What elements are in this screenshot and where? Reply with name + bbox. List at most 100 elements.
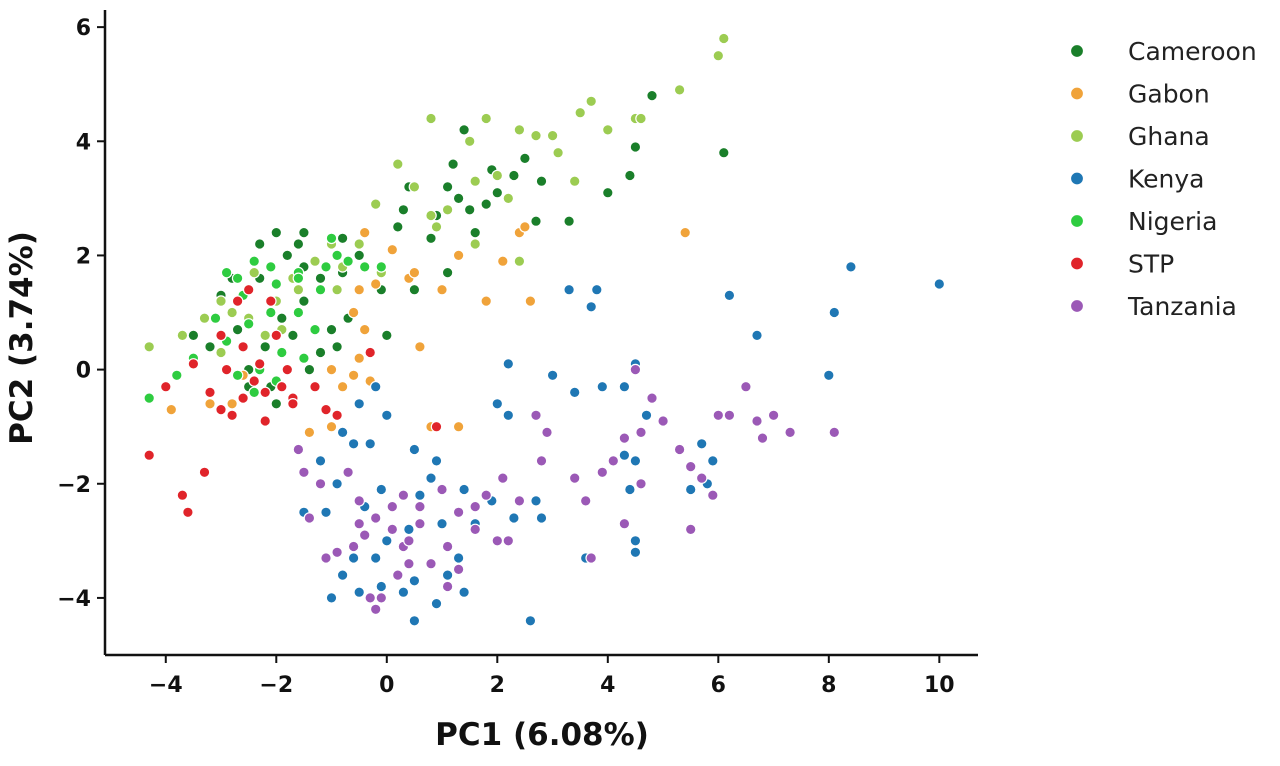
point-cameroon-5	[314, 272, 327, 285]
point-kenya-33	[502, 358, 515, 370]
legend-marker-gabon	[1069, 86, 1085, 101]
point-tanzania-2	[314, 477, 327, 490]
legend-label-stp: STP	[1128, 250, 1174, 279]
legend-marker-kenya	[1069, 171, 1085, 186]
point-kenya-59	[535, 512, 548, 524]
x-tick-label: −2	[259, 673, 293, 698]
point-ghana-39	[259, 329, 271, 342]
point-kenya-39	[640, 409, 653, 422]
point-kenya-45	[695, 437, 708, 450]
point-tanzania-44	[756, 432, 769, 444]
point-cameroon-33	[469, 226, 481, 239]
point-tanzania-29	[596, 466, 609, 479]
point-cameroon-30	[458, 124, 470, 136]
point-kenya-7	[331, 477, 343, 490]
point-ghana-0	[143, 340, 155, 353]
point-nigeria-0	[143, 392, 155, 404]
point-stp-1	[176, 489, 189, 501]
point-cameroon-35	[491, 186, 504, 199]
point-kenya-15	[347, 552, 360, 564]
point-kenya-41	[629, 455, 642, 467]
point-cameroon-27	[397, 204, 410, 216]
point-tanzania-40	[740, 380, 752, 393]
point-kenya-44	[629, 546, 642, 559]
point-gabon-23	[408, 266, 421, 279]
point-gabon-14	[679, 226, 691, 239]
point-kenya-58	[524, 614, 537, 627]
point-gabon-24	[436, 283, 448, 296]
point-nigeria-4	[220, 266, 233, 279]
point-kenya-20	[397, 586, 410, 598]
point-stp-15	[242, 283, 255, 296]
point-stp-27	[270, 329, 283, 342]
point-cameroon-45	[717, 146, 730, 159]
point-nigeria-24	[248, 386, 260, 399]
point-tanzania-23	[513, 495, 526, 507]
legend-marker-ghana	[1069, 128, 1085, 144]
point-tanzania-31	[618, 432, 631, 444]
point-nigeria-12	[342, 255, 354, 267]
legend-marker-stp	[1069, 256, 1085, 271]
point-cameroon-21	[204, 340, 216, 353]
point-cameroon-46	[425, 232, 437, 245]
point-gabon-10	[480, 295, 492, 307]
point-tanzania-54	[452, 563, 465, 576]
point-cameroon-0	[270, 226, 283, 239]
point-gabon-27	[452, 420, 465, 433]
y-tick-label: −4	[57, 587, 91, 612]
x-tick-label: 10	[924, 673, 955, 698]
point-cameroon-43	[629, 141, 642, 153]
point-ghana-20	[480, 112, 492, 125]
x-tick-label: 2	[490, 673, 505, 698]
y-axis-label: PC2 (3.74%)	[4, 231, 40, 445]
point-stp-10	[248, 375, 260, 387]
point-tanzania-30	[607, 455, 620, 467]
y-tick-label: 6	[76, 16, 91, 41]
point-tanzania-50	[585, 552, 597, 564]
point-cameroon-12	[287, 329, 299, 342]
point-cameroon-36	[508, 169, 520, 182]
point-tanzania-55	[441, 580, 454, 593]
point-tanzania-60	[353, 517, 365, 530]
point-kenya-52	[723, 289, 736, 302]
legend-marker-tanzania	[1069, 298, 1085, 314]
point-cameroon-13	[325, 323, 338, 336]
point-ghana-18	[441, 204, 454, 216]
point-stp-19	[287, 397, 299, 410]
point-tanzania-7	[386, 500, 399, 513]
point-stp-16	[264, 295, 277, 307]
point-cameroon-8	[336, 232, 349, 245]
point-kenya-31	[491, 397, 504, 410]
point-kenya-34	[546, 369, 559, 382]
point-cameroon-50	[380, 329, 393, 342]
point-nigeria-5	[231, 272, 244, 285]
point-stp-12	[253, 358, 266, 370]
point-tanzania-37	[695, 472, 708, 484]
point-tanzania-27	[568, 472, 581, 484]
point-tanzania-6	[358, 529, 371, 541]
point-kenya-18	[353, 586, 365, 598]
point-tanzania-41	[751, 415, 763, 427]
point-kenya-6	[314, 455, 327, 467]
point-kenya-9	[375, 483, 388, 496]
point-kenya-51	[590, 283, 603, 296]
point-nigeria-26	[298, 352, 310, 364]
legend-label-kenya: Kenya	[1128, 165, 1205, 194]
point-cameroon-54	[231, 323, 244, 336]
point-stp-22	[331, 409, 343, 422]
point-ghana-2	[198, 312, 211, 324]
point-ghana-28	[574, 106, 586, 119]
point-tanzania-1	[292, 443, 305, 456]
point-tanzania-21	[480, 489, 492, 501]
point-tanzania-20	[469, 500, 481, 513]
point-cameroon-16	[259, 340, 271, 353]
point-kenya-4	[364, 437, 376, 450]
point-ghana-47	[469, 175, 481, 187]
y-tick-label: 2	[76, 244, 91, 269]
point-kenya-35	[568, 386, 581, 399]
point-gabon-2	[353, 352, 365, 364]
point-stp-26	[215, 329, 227, 342]
point-gabon-6	[369, 278, 382, 290]
point-tanzania-33	[646, 392, 658, 404]
